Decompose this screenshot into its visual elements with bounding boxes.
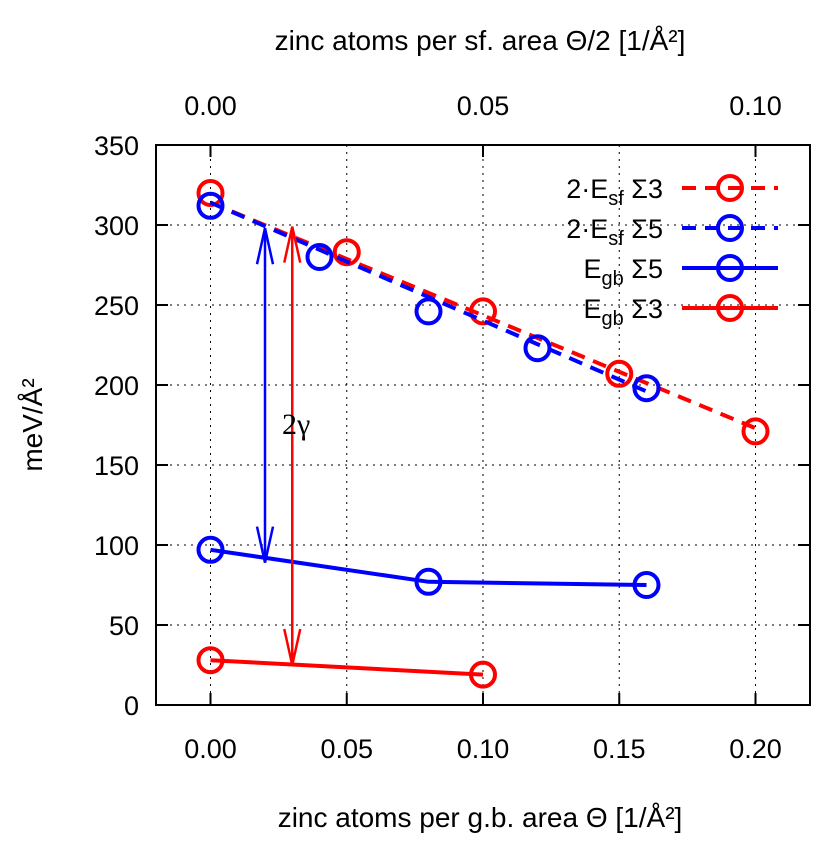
- y-tick-label: 250: [94, 291, 139, 321]
- legend-label: 2·Esf Σ3: [566, 174, 663, 210]
- legend-layer: 2·Esf Σ3 2·Esf Σ5 Egb Σ5 Egb Σ3: [566, 174, 778, 330]
- series-point: [632, 374, 661, 403]
- legend-label: 2·Esf Σ5: [566, 214, 663, 250]
- y-tick-label: 350: [94, 131, 139, 161]
- arrow-head-top: [283, 226, 302, 263]
- legend-label: Egb Σ3: [584, 294, 663, 330]
- series-point: [741, 417, 770, 446]
- series-point: [605, 359, 634, 388]
- bottom-axis-title-text: zinc atoms per g.b. area Θ [1/Å²]: [278, 802, 683, 833]
- series-point: [414, 567, 443, 596]
- series-line: [209, 200, 648, 394]
- legend-label: Egb Σ5: [584, 254, 663, 290]
- x-top-tick-label: 0.05: [457, 91, 510, 121]
- y-tick-label: 200: [94, 371, 139, 401]
- x-tick-label: 0.10: [457, 734, 510, 764]
- y-axis-title: meV/Å²: [17, 378, 48, 471]
- x-top-tick-label: 0.00: [184, 91, 237, 121]
- x-tick-label: 0.05: [320, 734, 373, 764]
- arrow-layer: [255, 226, 302, 666]
- series-point: [469, 297, 497, 326]
- x-tick-label: 0.00: [184, 734, 237, 764]
- arrow-head-bottom: [283, 628, 302, 666]
- x-top-tick-label: 0.10: [729, 91, 782, 121]
- series-point: [414, 297, 443, 326]
- x-tick-label: 0.20: [729, 734, 782, 764]
- y-tick-label: 300: [94, 211, 139, 241]
- tick-layer: 0 50 100 150 200 250 300 350 0.00 0.05 0.10 0.15 0.2…: [94, 91, 810, 764]
- series-point: [332, 238, 361, 267]
- bottom-axis-title: zinc atoms per g.b. area Θ [1/Å²]: [278, 802, 683, 833]
- series-layer: [196, 179, 770, 689]
- arrow-head-bottom: [255, 526, 275, 563]
- x-tick-label: 0.15: [593, 734, 646, 764]
- legend-marker: [716, 214, 744, 242]
- legend-marker: [716, 174, 744, 202]
- y-tick-label: 50: [109, 611, 139, 641]
- arrow-head-top: [255, 227, 275, 265]
- y-tick-label: 100: [94, 531, 139, 561]
- top-axis-title-text: zinc atoms per sf. area Θ/2 [1/Å²]: [275, 25, 686, 56]
- series-point: [305, 243, 334, 271]
- y-tick-label: 0: [124, 691, 139, 721]
- series-line: [210, 547, 647, 587]
- top-axis-title: zinc atoms per sf. area Θ/2 [1/Å²]: [275, 25, 686, 56]
- series-point: [469, 660, 497, 689]
- legend-marker: [716, 254, 744, 282]
- y-tick-label: 150: [94, 451, 139, 481]
- series-point: [196, 191, 225, 220]
- legend-marker: [716, 294, 744, 322]
- series-point: [632, 571, 661, 599]
- series-point: [196, 646, 225, 675]
- y-axis-title-text: meV/Å²: [17, 378, 48, 471]
- series-point: [196, 179, 225, 207]
- grid-layer: [156, 144, 810, 706]
- series-line: [210, 658, 484, 677]
- series-point: [196, 535, 225, 564]
- series-point: [523, 334, 552, 363]
- gamma-annotation: 2γ: [282, 408, 310, 441]
